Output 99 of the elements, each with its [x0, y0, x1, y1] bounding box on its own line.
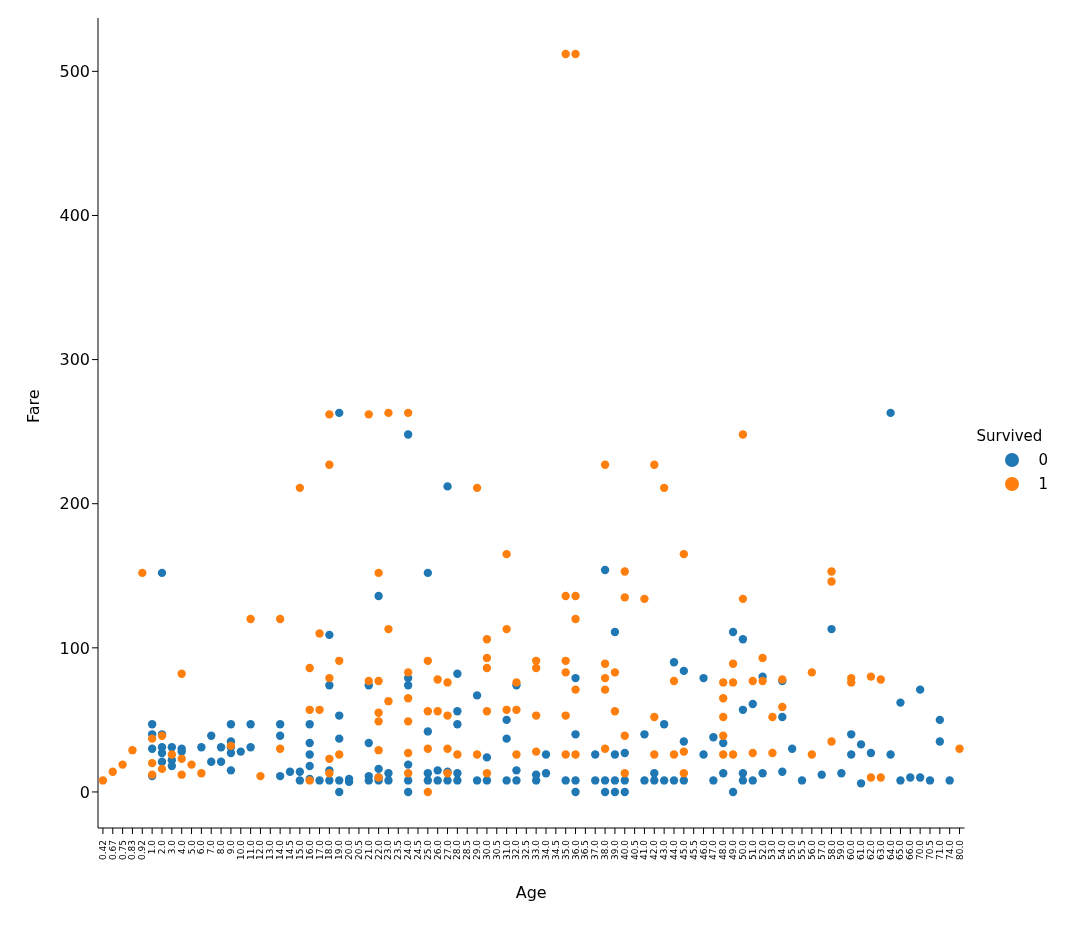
x-tick-label: 16.0: [304, 839, 315, 861]
x-tick-label: 18.0: [324, 839, 335, 861]
x-tick-label: 36.0: [570, 839, 581, 861]
x-tick-label: 50.0: [737, 839, 748, 861]
x-tick-label: 28.0: [452, 839, 463, 861]
x-tick-label: 1.0: [147, 839, 158, 855]
x-tick-label: 7.0: [206, 839, 217, 855]
x-tick-label: 0.92: [137, 840, 148, 861]
x-tick-label: 80.0: [954, 839, 965, 861]
x-tick-label: 9.0: [225, 839, 236, 855]
x-tick-label: 41.0: [639, 839, 650, 861]
x-tick-label: 24.0: [403, 839, 414, 861]
x-tick-label: 22.0: [373, 839, 384, 861]
x-tick-label: 53.0: [767, 839, 778, 861]
x-tick-label: 30.5: [491, 840, 502, 861]
x-tick-label: 70.5: [924, 840, 935, 861]
x-tick-label: 63.0: [875, 839, 886, 861]
y-axis-title: Fare: [23, 389, 43, 423]
x-tick-label: 57.0: [816, 839, 827, 861]
x-tick-label: 21.0: [363, 839, 374, 861]
x-tick-label: 4.0: [176, 839, 187, 855]
x-tick-label: 45.5: [688, 840, 699, 861]
x-tick-label: 17.0: [314, 839, 325, 861]
x-tick-label: 58.0: [826, 839, 837, 861]
x-tick-label: 61.0: [856, 839, 867, 861]
x-tick-label: 14.0: [275, 839, 286, 861]
x-tick-label: 25.0: [422, 839, 433, 861]
x-tick-label: 59.0: [836, 839, 847, 861]
x-tick-label: 0.75: [117, 840, 128, 861]
x-tick-label: 15.0: [294, 839, 305, 861]
x-tick-label: 36.5: [580, 840, 591, 861]
y-tick-label: 100: [59, 638, 90, 658]
x-tick-label: 34.0: [541, 839, 551, 861]
x-tick-label: 23.5: [393, 840, 404, 861]
x-axis-title: Age: [515, 883, 547, 902]
x-tick-label: 47.0: [708, 839, 719, 861]
x-tick-label: 44.0: [668, 839, 679, 861]
x-tick-label: 2.0: [157, 839, 167, 855]
x-tick-label: 8.0: [216, 839, 227, 855]
x-tick-label: 71.0: [934, 839, 945, 861]
x-tick-label: 74.0: [944, 839, 955, 861]
x-tick-label: 62.0: [865, 839, 876, 861]
x-tick-label: 11.0: [245, 839, 256, 861]
x-tick-label: 40.5: [629, 840, 640, 861]
x-tick-label: 10.0: [235, 839, 246, 861]
x-tick-label: 60.0: [846, 839, 857, 861]
x-tick-label: 38.0: [600, 839, 611, 861]
legend-label: 1: [1038, 475, 1048, 493]
x-tick-label: 35.0: [560, 839, 571, 861]
x-tick-label: 66.0: [905, 839, 916, 861]
y-tick-label: 300: [59, 350, 90, 370]
x-tick-label: 45.0: [678, 839, 689, 861]
x-tick-label: 48.0: [718, 839, 729, 861]
x-tick-label: 55.0: [787, 839, 798, 861]
x-tick-label: 39.0: [609, 839, 620, 861]
x-tick-label: 70.0: [915, 839, 926, 861]
x-tick-label: 32.5: [521, 840, 532, 861]
x-tick-label: 0.42: [97, 840, 108, 861]
x-tick-label: 33.0: [531, 839, 542, 861]
x-tick-label: 20.0: [344, 839, 355, 861]
x-tick-label: 49.0: [728, 839, 739, 861]
x-tick-label: 27.0: [442, 839, 453, 861]
x-tick-label: 26.0: [432, 839, 443, 861]
x-tick-label: 32.0: [511, 839, 522, 861]
x-tick-label: 40.0: [619, 839, 630, 861]
x-tick-label: 20.5: [353, 840, 364, 861]
x-tick-label: 3.0: [166, 839, 177, 855]
x-tick-label: 6.0: [196, 839, 207, 855]
legend-title: Survived: [976, 427, 1044, 445]
x-tick-label: 29.0: [472, 839, 483, 861]
y-tick-label: 400: [59, 206, 90, 226]
x-tick-label: 14.5: [285, 840, 295, 861]
x-tick-label: 5.0: [186, 839, 197, 855]
x-tick-label: 65.0: [895, 839, 906, 861]
x-tick-label: 46.0: [698, 839, 709, 861]
y-tick-label: 500: [59, 62, 90, 82]
x-tick-label: 34.5: [550, 840, 561, 861]
x-tick-label: 0.67: [107, 840, 118, 861]
x-tick-label: 13.0: [265, 839, 276, 861]
x-tick-label: 0.83: [127, 840, 138, 861]
x-tick-label: 37.0: [590, 839, 601, 861]
x-tick-label: 51.0: [747, 839, 758, 861]
y-tick-label: 200: [59, 494, 90, 514]
x-tick-label: 30.0: [481, 839, 492, 861]
x-tick-label: 56.0: [806, 839, 817, 861]
legend-label: 0: [1038, 451, 1048, 469]
x-tick-label: 54.0: [777, 839, 788, 861]
x-tick-label: 42.0: [649, 839, 660, 861]
x-tick-label: 23.0: [383, 839, 394, 861]
x-tick-label: 19.0: [334, 839, 345, 861]
x-tick-label: 55.5: [796, 840, 807, 861]
x-tick-label: 31.0: [501, 839, 512, 861]
x-tick-label: 43.0: [659, 839, 670, 861]
x-tick-label: 28.5: [462, 840, 473, 861]
x-tick-label: 52.0: [757, 839, 768, 861]
x-tick-label: 24.5: [413, 840, 423, 861]
x-tick-label: 64.0: [885, 839, 896, 861]
y-tick-label: 0: [79, 782, 90, 802]
x-tick-label: 12.0: [255, 839, 266, 861]
